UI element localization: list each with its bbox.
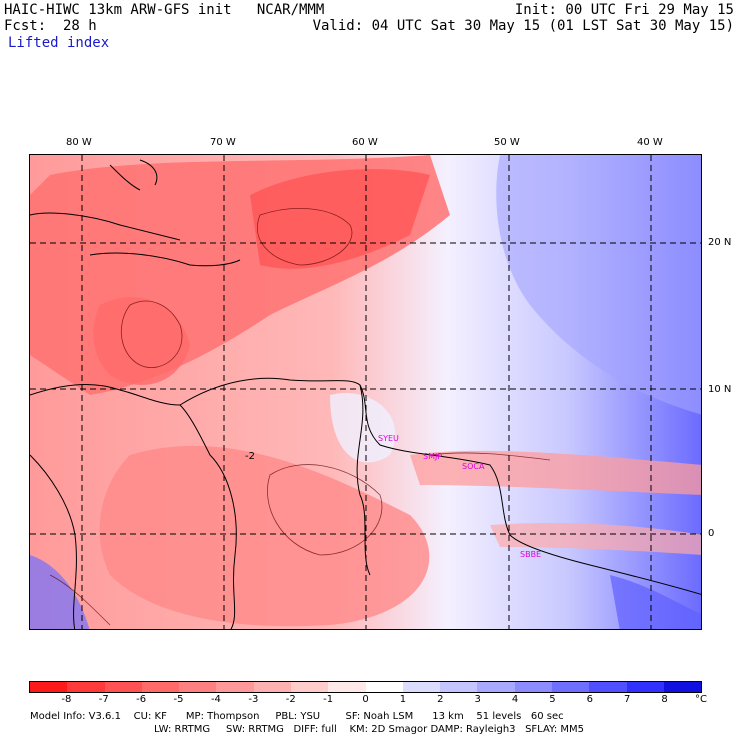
colorbar-tick-label: 8 — [661, 694, 668, 705]
colorbar-tick-label: 1 — [399, 694, 407, 705]
init-time: Init: 00 UTC Fri 29 May 15 — [514, 2, 734, 18]
station-sbbe: SBBE — [520, 550, 542, 559]
red-core-caribbean — [250, 169, 430, 269]
model-info-line2: LW: RRTMG SW: RRTMG DIFF: full KM: 2D Sm… — [154, 724, 584, 735]
colorbar-tick-label: 3 — [474, 694, 481, 705]
station-soca: SOCA — [462, 462, 485, 471]
contour-label: -2 — [245, 451, 255, 462]
colorbar-swatch — [551, 682, 590, 692]
colorbar-tick-label: 6 — [586, 694, 594, 705]
colorbar-swatch — [365, 682, 403, 692]
lon-label: 50 W — [494, 137, 520, 148]
red-south — [99, 445, 430, 627]
blue-sw-pacific — [30, 555, 90, 629]
colorbar — [29, 681, 702, 693]
colorbar-swatch — [514, 682, 552, 692]
model-title: HAIC-HIWC 13km ARW-GFS init NCAR/MMM — [4, 2, 325, 18]
station-smjp: SMJP — [423, 452, 443, 461]
graticule — [30, 155, 701, 629]
colorbar-swatch — [216, 682, 254, 692]
colorbar-swatch — [141, 682, 180, 692]
colorbar-tick-label: -1 — [323, 694, 334, 705]
station-syeu: SYEU — [378, 434, 399, 443]
colorbar-swatch — [477, 682, 515, 692]
colorbar-unit: °C — [695, 694, 707, 705]
colorbar-swatch — [589, 682, 627, 692]
lat-label: 0 — [708, 528, 715, 539]
lon-label: 40 W — [637, 137, 663, 148]
coastlines — [30, 159, 701, 629]
colorbar-swatch — [402, 682, 441, 692]
contours — [49, 208, 551, 626]
valid-time: Valid: 04 UTC Sat 30 May 15 (01 LST Sat … — [312, 18, 734, 34]
colorbar-tick-label: 5 — [549, 694, 556, 705]
colorbar-tick-label: -5 — [173, 694, 184, 705]
lon-label: 60 W — [352, 137, 378, 148]
white-patch — [330, 393, 396, 463]
blue-south-atlantic — [610, 575, 701, 629]
colorbar-swatch — [67, 682, 105, 692]
colorbar-tick-label: 2 — [437, 694, 444, 705]
itcz-band — [410, 450, 701, 495]
colorbar-tick-label: 7 — [624, 694, 631, 705]
lon-label: 80 W — [66, 137, 92, 148]
colorbar-tick-label: -6 — [136, 694, 147, 705]
colorbar-tick-label: 0 — [362, 694, 369, 705]
colorbar-swatch — [328, 682, 366, 692]
lifted-index-map: -2 SYEU SMJP SOCA SBBE — [29, 154, 702, 630]
colorbar-swatch — [104, 682, 142, 692]
colorbar-swatch — [626, 682, 664, 692]
colorbar-swatch — [179, 682, 217, 692]
field-name: Lifted index — [8, 35, 110, 51]
colorbar-tick-label: -8 — [61, 694, 72, 705]
colorbar-tick-label: -2 — [285, 694, 296, 705]
colorbar-swatch — [253, 682, 291, 692]
colorbar-tick-label: -7 — [98, 694, 109, 705]
colorbar-swatch — [663, 682, 702, 692]
colorbar-tick-label: -3 — [248, 694, 259, 705]
blue-atlantic-ne — [496, 155, 701, 415]
colorbar-swatch — [290, 682, 329, 692]
map-canvas — [30, 155, 701, 629]
lat-label: 20 N — [708, 237, 732, 248]
lon-label: 70 W — [210, 137, 236, 148]
colorbar-swatch — [440, 682, 478, 692]
lat-label: 10 N — [708, 384, 732, 395]
colorbar-swatch — [30, 682, 68, 692]
forecast-hour: Fcst: 28 h — [4, 18, 97, 34]
itcz-band-south — [490, 523, 701, 555]
colorbar-tick-label: -4 — [210, 694, 221, 705]
colorbar-tick-label: 4 — [511, 694, 519, 705]
red-core-west — [93, 297, 190, 385]
model-info-line1: Model Info: V3.6.1 CU: KF MP: Thompson P… — [30, 711, 564, 722]
